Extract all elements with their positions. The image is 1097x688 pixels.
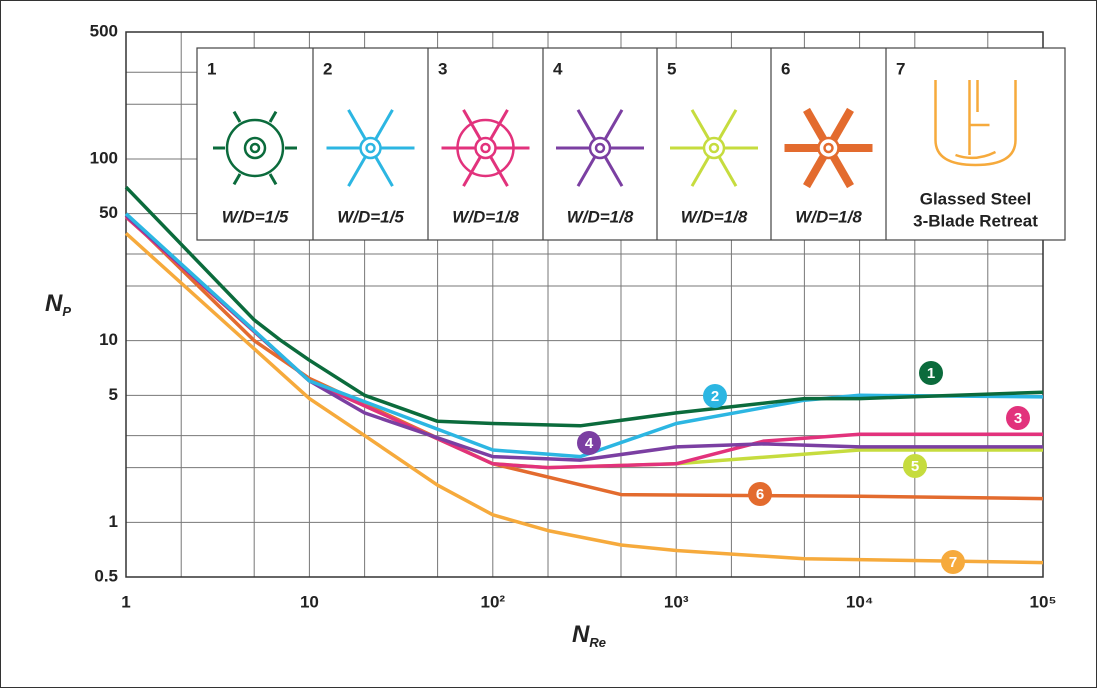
legend-number: 1 [207, 59, 216, 78]
y-tick-label: 50 [99, 203, 118, 222]
x-tick-label: 10³ [664, 592, 689, 611]
legend-number: 7 [896, 59, 905, 78]
x-tick-label: 10⁴ [846, 592, 873, 611]
legend-caption: W/D=1/8 [795, 207, 862, 226]
curve-badge-label: 4 [585, 435, 594, 452]
legend-number: 2 [323, 59, 332, 78]
legend-caption: W/D=1/5 [222, 207, 289, 226]
x-label-main: N [572, 621, 590, 648]
x-tick-label: 10 [300, 592, 319, 611]
x-tick-label: 10⁵ [1030, 592, 1057, 611]
legend-number: 3 [438, 59, 447, 78]
y-tick-label: 10 [99, 330, 118, 349]
legend-caption: 3-Blade Retreat [913, 211, 1038, 230]
legend-number: 5 [667, 59, 676, 78]
x-tick-label: 10² [481, 592, 506, 611]
legend: 1 W/D=1/5 2 W/D=1/5 3 W/D=1/8 4 W/D=1/8 5 W/D=1/8… [197, 48, 1065, 240]
legend-caption: W/D=1/8 [681, 207, 748, 226]
y-label-sub: P [62, 304, 71, 319]
legend-caption: W/D=1/8 [452, 207, 519, 226]
impeller-hub [245, 138, 265, 158]
x-label-sub: Re [589, 635, 606, 650]
impeller-hub [476, 138, 496, 158]
legend-caption: W/D=1/8 [567, 207, 634, 226]
y-tick-label: 500 [90, 21, 118, 40]
curve-badge-label: 5 [911, 458, 919, 475]
curve-badge-label: 3 [1014, 410, 1022, 427]
curve-badge-label: 2 [711, 388, 719, 405]
legend-number: 4 [553, 59, 563, 78]
chart: 0.515105010050011010²10³10⁴10⁵ 1234567 1… [0, 0, 1097, 688]
y-tick-label: 0.5 [94, 566, 118, 585]
impeller-hub [819, 138, 839, 158]
legend-caption: W/D=1/5 [337, 207, 404, 226]
page: {"chart_data": {"type": "line", "log_x":… [0, 0, 1097, 688]
x-tick-label: 1 [121, 592, 130, 611]
y-tick-label: 5 [109, 385, 118, 404]
y-tick-label: 1 [109, 512, 118, 531]
y-tick-label: 100 [90, 148, 118, 167]
curve-badge-label: 6 [756, 486, 764, 503]
curve-badge-label: 1 [927, 365, 935, 382]
curve-badge-label: 7 [949, 554, 957, 571]
impeller-hub [704, 138, 724, 158]
y-label-main: N [45, 290, 63, 317]
impeller-hub [361, 138, 381, 158]
impeller-hub [590, 138, 610, 158]
legend-caption: Glassed Steel [920, 189, 1032, 208]
legend-number: 6 [781, 59, 790, 78]
